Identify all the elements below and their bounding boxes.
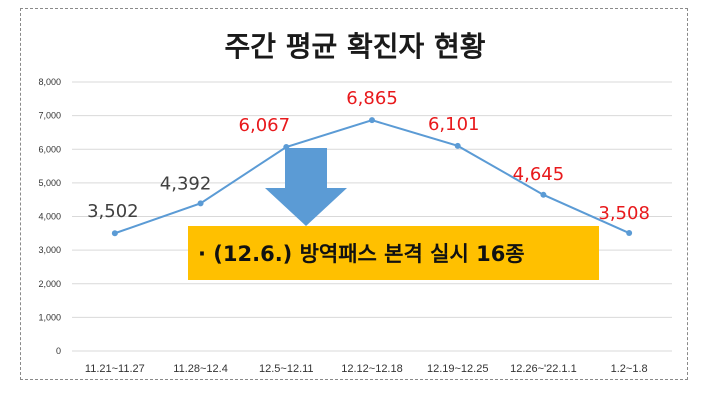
annotation-text: · (12.6.) 방역패스 본격 실시 16종 <box>198 242 525 266</box>
y-tick-label: 0 <box>56 346 61 356</box>
y-tick-label: 5,000 <box>38 178 61 188</box>
data-labels: 3,502 4,392 6,067 6,865 6,101 4,645 3,508 <box>87 88 650 224</box>
x-tick-label: 12.19~12.25 <box>427 363 488 375</box>
y-tick-label: 3,000 <box>38 245 61 255</box>
data-label: 3,508 <box>598 203 650 224</box>
data-point <box>454 142 461 149</box>
x-tick-label: 12.26~'22.1.1 <box>510 363 577 375</box>
y-tick-label: 8,000 <box>38 77 61 87</box>
x-axis-ticks: 11.21~11.27 11.28~12.4 12.5~12.11 12.12~12.… <box>85 363 648 375</box>
y-tick-label: 2,000 <box>38 279 61 289</box>
annotation-box <box>188 226 599 280</box>
data-point <box>111 230 118 237</box>
series-line-group <box>111 117 633 237</box>
data-label: 6,067 <box>239 115 291 136</box>
data-point <box>197 200 204 207</box>
data-label: 6,101 <box>428 114 480 135</box>
data-point <box>626 230 633 237</box>
y-axis-ticks: 0 1,000 2,000 3,000 4,000 5,000 6,000 7,000 8,00… <box>38 77 61 356</box>
gridlines <box>72 81 672 352</box>
y-tick-label: 4,000 <box>38 212 61 222</box>
annotation: · (12.6.) 방역패스 본격 실시 16종 <box>188 148 599 280</box>
x-tick-label: 11.21~11.27 <box>85 363 145 375</box>
x-tick-label: 12.5~12.11 <box>259 363 314 375</box>
x-tick-label: 1.2~1.8 <box>611 363 648 375</box>
data-label: 6,865 <box>346 88 398 109</box>
y-tick-label: 6,000 <box>38 144 61 154</box>
chart-frame <box>20 8 688 380</box>
y-tick-label: 7,000 <box>38 111 61 121</box>
data-label: 4,645 <box>513 164 565 185</box>
data-point <box>540 191 547 198</box>
y-tick-label: 1,000 <box>38 312 61 322</box>
x-tick-label: 11.28~12.4 <box>173 363 228 375</box>
data-point <box>369 117 375 124</box>
down-arrow-icon <box>265 148 347 226</box>
data-label: 4,392 <box>160 173 212 194</box>
data-label: 3,502 <box>87 201 139 222</box>
x-tick-label: 12.12~12.18 <box>341 363 402 375</box>
chart-title: 주간 평균 확진자 현황 <box>224 30 485 63</box>
